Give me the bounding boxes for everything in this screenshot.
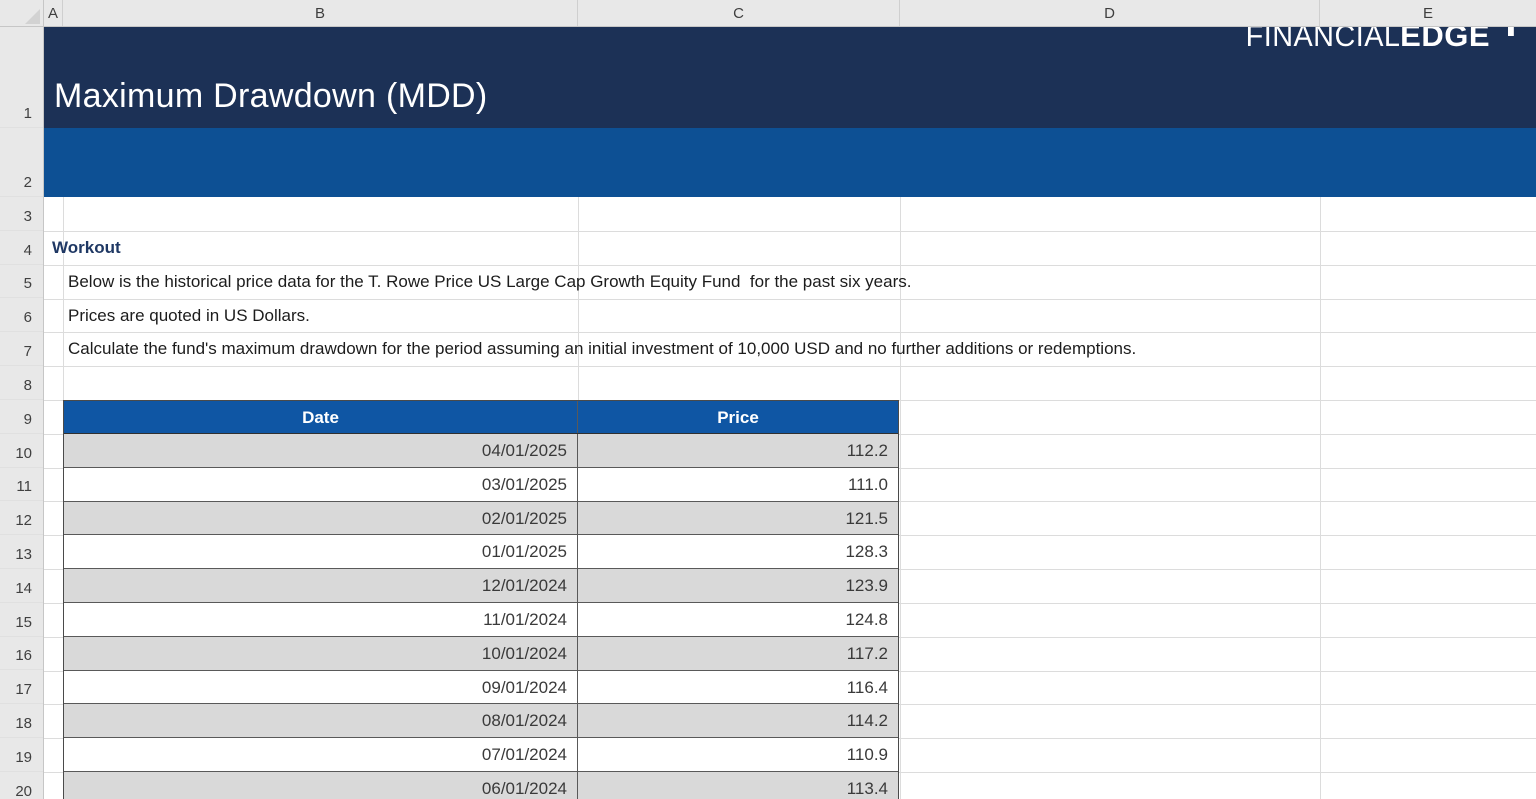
column-header-e[interactable]: E [1422, 4, 1433, 22]
gridline [900, 197, 901, 799]
table-cell-date[interactable]: 06/01/2024 [64, 771, 578, 799]
row-header[interactable]: 10 [0, 434, 43, 468]
gridline [44, 230, 1536, 232]
table-cell-price[interactable]: 111.0 [847, 474, 888, 494]
table-row: 09/01/2024 116.4 [64, 670, 898, 705]
description-cell-1[interactable]: Below is the historical price data for t… [68, 271, 912, 291]
table-header-price[interactable]: Price [717, 408, 759, 427]
row-number-gutter: 1 2 3 4 5 6 7 8 9 10 11 12 13 14 15 16 17 18 19 20 [0, 27, 44, 799]
gridline [44, 332, 1536, 334]
row-header[interactable]: 16 [0, 637, 43, 671]
column-header-strip: A B C D E [0, 0, 1536, 27]
table-cell-date[interactable]: 03/01/2025 [64, 467, 578, 501]
table-cell-price[interactable]: 113.4 [846, 778, 888, 798]
table-row: 11/01/2024 124.8 [64, 602, 898, 637]
blue-band-cell[interactable] [44, 128, 1536, 197]
row-header[interactable]: 17 [0, 670, 43, 705]
row-header[interactable]: 19 [0, 738, 43, 772]
row-header[interactable]: 4 [0, 231, 43, 265]
column-header-a[interactable]: A [44, 0, 63, 26]
price-data-table: Date Price 04/01/2025 112.2 03/01/2025 111.… [63, 400, 899, 799]
row-header[interactable]: 9 [0, 400, 43, 434]
table-cell-price[interactable]: 110.9 [846, 745, 888, 765]
table-cell-price[interactable]: 116.4 [846, 677, 888, 697]
table-row: 07/01/2024 110.9 [64, 738, 898, 772]
table-row: 06/01/2024 113.4 [64, 771, 898, 799]
table-cell-date[interactable]: 12/01/2024 [64, 569, 578, 602]
select-all-button[interactable] [0, 0, 44, 26]
table-row: 04/01/2025 112.2 [64, 434, 898, 468]
row-header[interactable]: 18 [0, 704, 43, 738]
row-header[interactable]: 12 [0, 501, 43, 536]
table-body: 04/01/2025 112.2 03/01/2025 111.0 02/01/2025… [64, 434, 898, 799]
row-header[interactable]: 14 [0, 569, 43, 603]
table-row: 03/01/2025 111.0 [64, 467, 898, 502]
page-title: Maximum Drawdown (MDD) [54, 77, 488, 115]
table-cell-date[interactable]: 08/01/2024 [64, 704, 578, 738]
column-header-d[interactable]: D [900, 0, 1320, 26]
table-header-row: Date Price [64, 401, 898, 434]
table-cell-date[interactable]: 10/01/2024 [64, 636, 578, 670]
table-row: 12/01/2024 123.9 [64, 569, 898, 603]
row-header[interactable]: 20 [0, 772, 43, 799]
gridline [44, 298, 1536, 300]
table-cell-date[interactable]: 11/01/2024 [64, 602, 578, 636]
title-banner-cell[interactable]: Maximum Drawdown (MDD) [44, 27, 1536, 128]
gridline [1320, 197, 1321, 799]
row-header[interactable]: 5 [0, 265, 43, 299]
row-header[interactable]: 6 [0, 298, 43, 333]
table-cell-date[interactable]: 01/01/2025 [64, 535, 578, 569]
description-cell-2[interactable]: Prices are quoted in US Dollars. [68, 305, 310, 325]
gridline [44, 366, 1536, 368]
table-cell-price[interactable]: 114.2 [846, 711, 888, 731]
select-all-triangle-icon [25, 9, 40, 24]
workout-label-cell[interactable]: Workout [52, 238, 121, 257]
table-cell-price[interactable]: 112.2 [846, 441, 888, 460]
row-header[interactable]: 2 [0, 128, 43, 197]
table-row: 10/01/2024 117.2 [64, 636, 898, 671]
column-header-b[interactable]: B [63, 0, 578, 26]
table-cell-date[interactable]: 07/01/2024 [64, 738, 578, 771]
row-header[interactable]: 3 [0, 197, 43, 231]
table-cell-date[interactable]: 09/01/2024 [64, 670, 578, 704]
table-cell-date[interactable]: 02/01/2025 [64, 501, 578, 535]
table-row: 02/01/2025 121.5 [64, 501, 898, 536]
table-cell-price[interactable]: 117.2 [846, 643, 888, 663]
description-cell-3[interactable]: Calculate the fund's maximum drawdown fo… [68, 339, 1137, 359]
table-row: 01/01/2025 128.3 [64, 535, 898, 570]
table-cell-price[interactable]: 124.8 [845, 609, 888, 629]
row-header[interactable]: 13 [0, 535, 43, 569]
table-header-date[interactable]: Date [64, 401, 578, 433]
table-cell-price[interactable]: 128.3 [845, 542, 888, 562]
row-header[interactable]: 15 [0, 603, 43, 637]
column-header-c[interactable]: C [578, 0, 900, 26]
table-row: 08/01/2024 114.2 [64, 704, 898, 739]
row-header[interactable]: 1 [0, 27, 43, 128]
table-cell-date[interactable]: 04/01/2025 [64, 434, 578, 467]
row-header[interactable]: 7 [0, 332, 43, 367]
row-header[interactable]: 11 [0, 468, 43, 502]
gridline [44, 264, 1536, 266]
row-header[interactable]: 8 [0, 366, 43, 400]
table-cell-price[interactable]: 121.5 [845, 508, 888, 528]
table-cell-price[interactable]: 123.9 [845, 576, 888, 596]
